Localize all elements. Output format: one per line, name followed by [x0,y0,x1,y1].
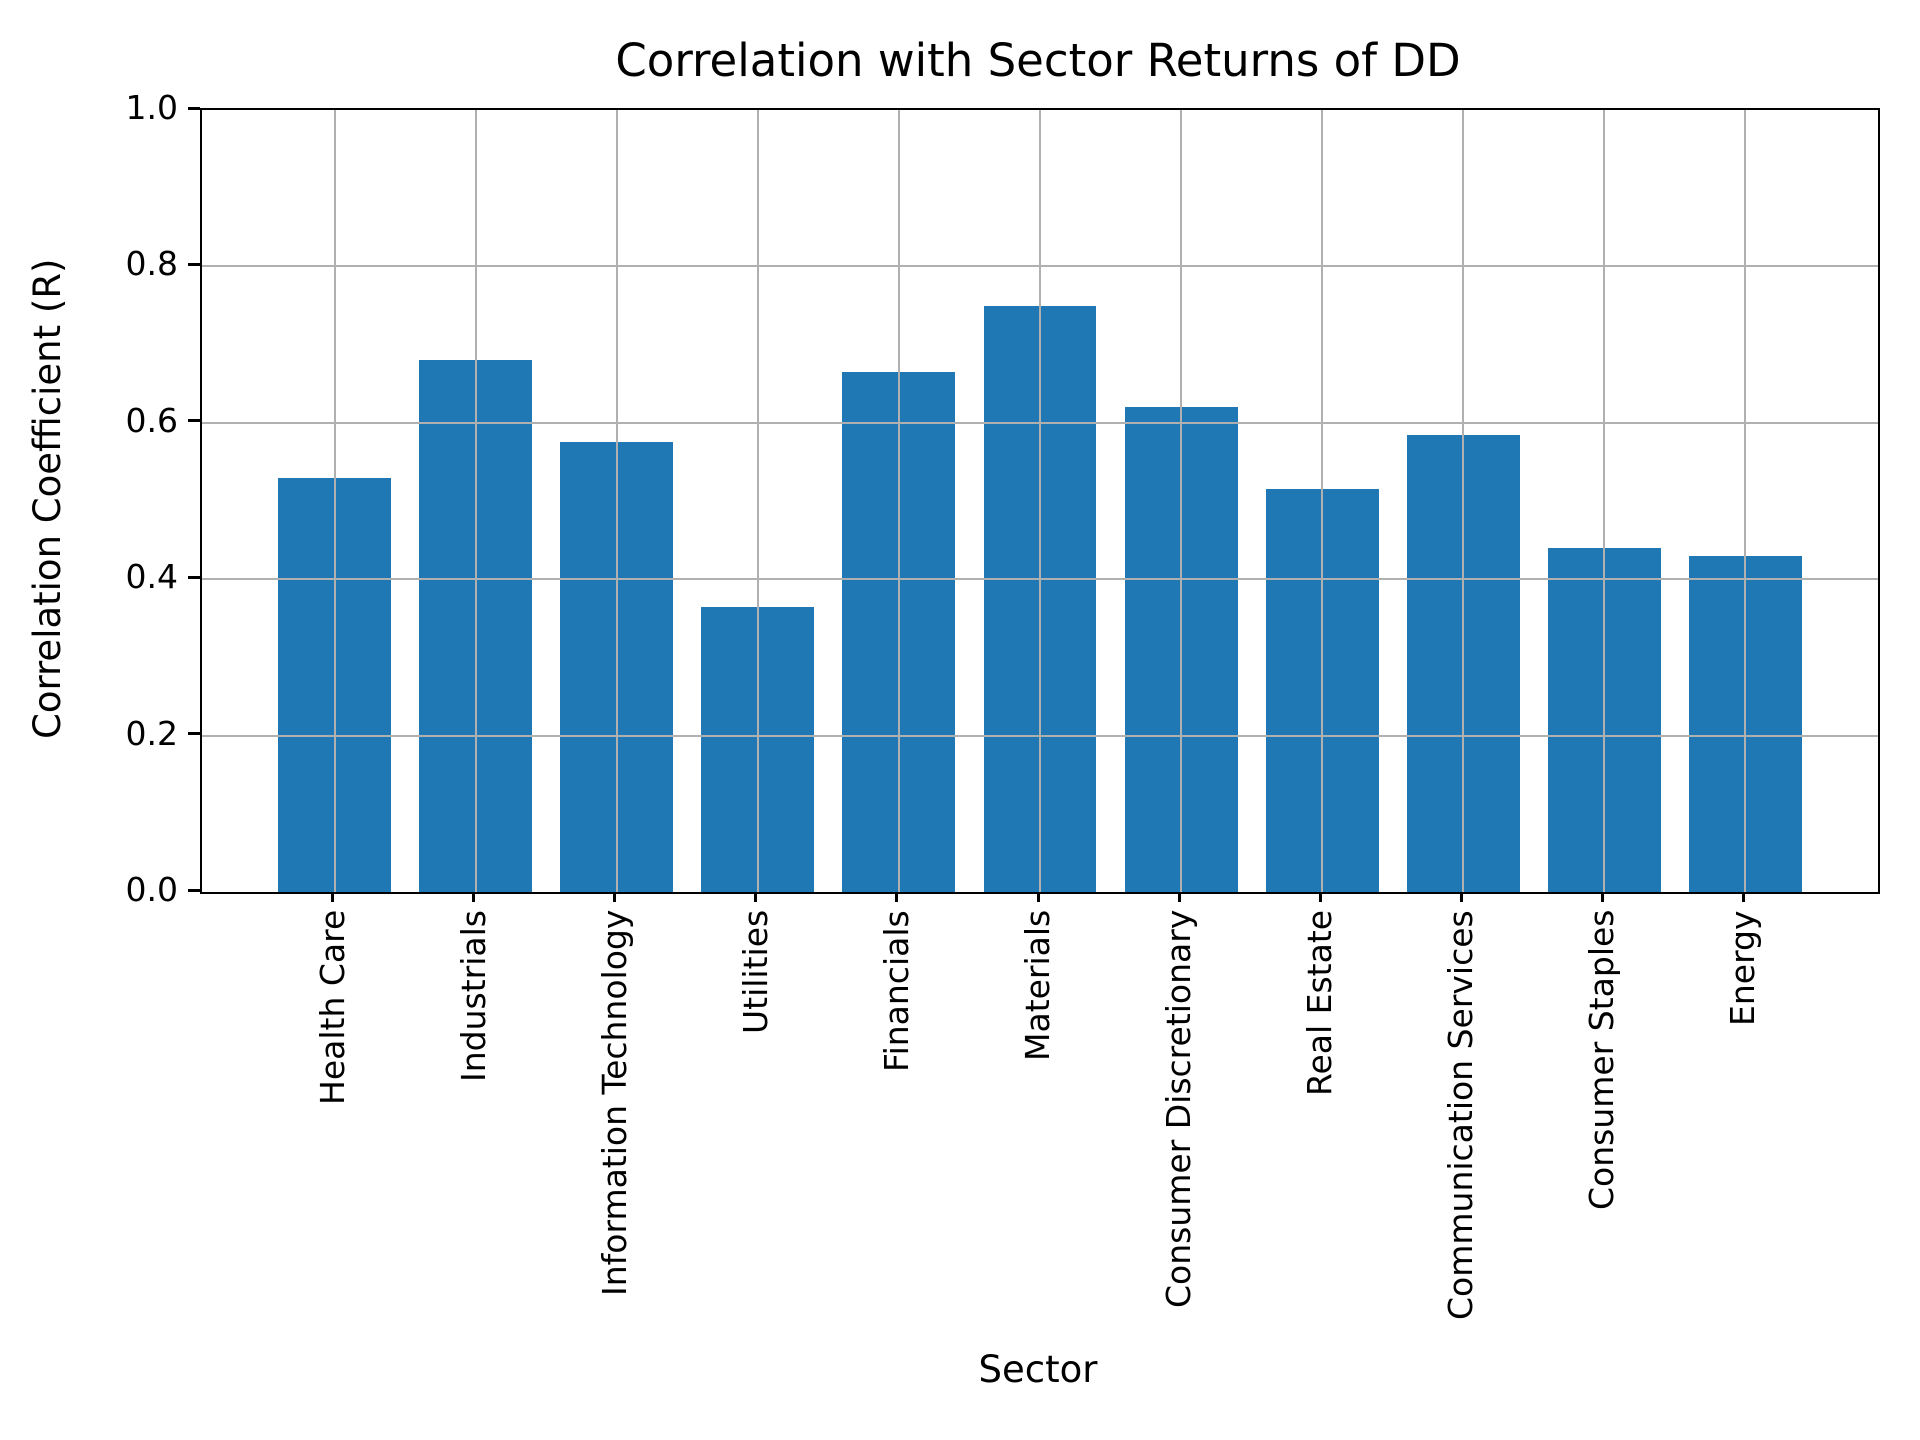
v-gridline-health-care [333,110,336,892]
x-tick-mark-consumer-discretionary [1177,890,1181,902]
x-tick-label-real-estate: Real Estate [1300,910,1340,1097]
x-tick-label-communication-services: Communication Services [1441,910,1481,1320]
x-tick-mark-health-care [331,890,335,902]
plot-area [200,108,1880,894]
x-tick-label-health-care: Health Care [312,910,352,1106]
x-tick-mark-financials [895,890,899,902]
v-gridline-materials [1039,110,1041,892]
x-tick-mark-industrials [472,890,476,902]
y-tick-mark-0.4 [188,575,200,579]
y-tick-label-0.2: 0.2 [125,713,178,753]
x-tick-label-industrials: Industrials [453,910,493,1082]
x-tick-label-energy: Energy [1723,910,1763,1026]
x-tick-label-utilities: Utilities [735,910,775,1035]
x-tick-mark-energy [1741,890,1745,902]
v-gridline-utilities [756,110,759,892]
v-gridline-communication-services [1462,110,1465,892]
x-tick-mark-communication-services [1459,890,1463,902]
x-axis-title: Sector [978,1348,1098,1391]
y-tick-mark-1.0 [188,106,200,110]
x-tick-label-consumer-staples: Consumer Staples [1582,910,1622,1211]
y-tick-mark-0.6 [188,419,200,423]
v-gridline-consumer-staples [1603,110,1606,892]
x-tick-mark-materials [1036,890,1040,902]
v-gridline-consumer-discretionary [1180,110,1183,892]
x-tick-label-financials: Financials [876,910,916,1072]
y-tick-label-0.6: 0.6 [125,400,178,440]
y-tick-mark-0.0 [188,888,200,892]
y-tick-label-0.0: 0.0 [125,870,178,909]
y-tick-label-0.8: 0.8 [125,244,178,284]
y-tick-label-0.4: 0.4 [125,557,178,597]
y-tick-mark-0.2 [188,732,200,736]
x-tick-mark-information-technology [613,890,617,902]
v-gridline-real-estate [1321,110,1324,892]
x-tick-mark-real-estate [1318,890,1322,902]
x-tick-label-materials: Materials [1018,910,1057,1062]
y-tick-mark-0.8 [188,262,200,266]
x-tick-label-consumer-discretionary: Consumer Discretionary [1159,910,1199,1309]
chart-title: Correlation with Sector Returns of DD [615,34,1461,87]
y-tick-label-1.0: 1.0 [125,88,178,127]
x-tick-label-information-technology: Information Technology [594,910,634,1297]
x-tick-mark-consumer-staples [1600,890,1604,902]
x-tick-mark-utilities [754,890,758,902]
v-gridline-industrials [474,110,477,892]
v-gridline-financials [897,110,900,892]
v-gridline-information-technology [615,110,618,892]
y-axis-title: Correlation Coefficient (R) [26,258,69,740]
v-gridline-energy [1744,110,1747,892]
